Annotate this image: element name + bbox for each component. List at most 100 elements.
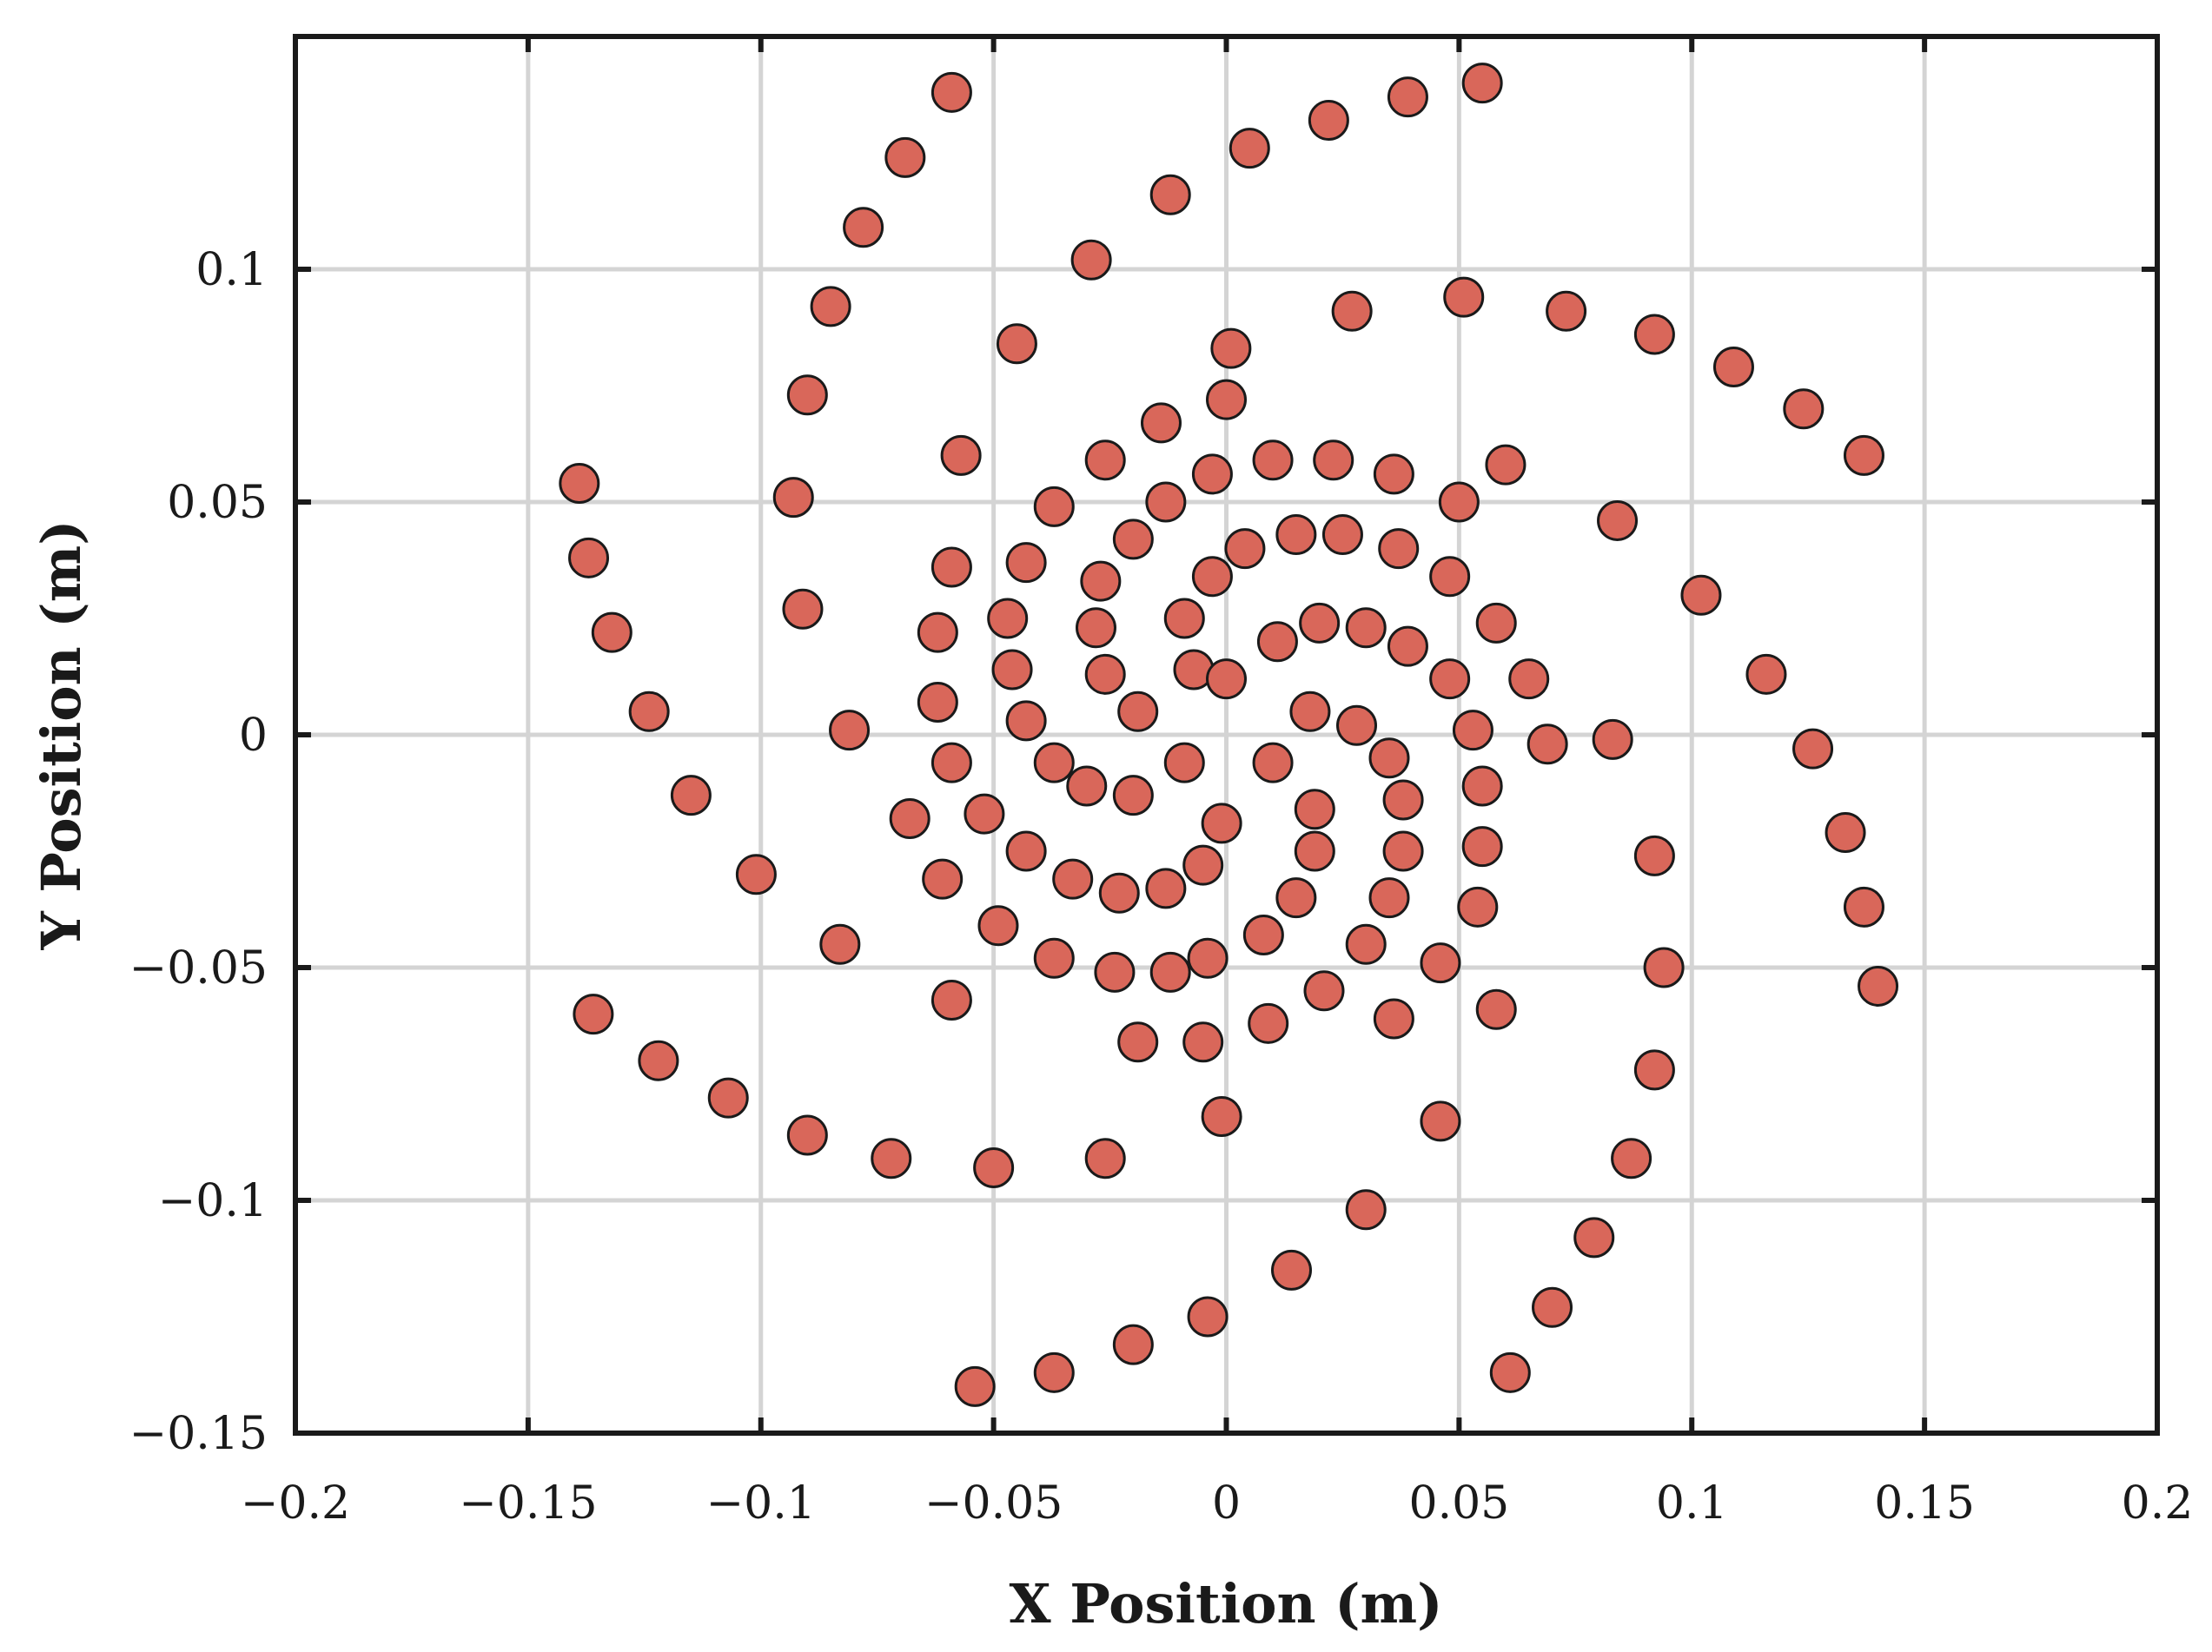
data-point xyxy=(1438,481,1480,523)
data-point xyxy=(559,463,600,505)
data-point xyxy=(1005,830,1047,872)
data-point xyxy=(917,681,958,723)
data-point xyxy=(786,374,828,416)
data-point xyxy=(1252,439,1294,481)
data-point xyxy=(1033,937,1075,979)
data-point xyxy=(1373,998,1414,1040)
data-point xyxy=(1294,789,1335,830)
data-point xyxy=(1163,598,1205,639)
x-tick-labels: −0.2 −0.15 −0.1 −0.05 0 0.05 0.1 0.15 0.2 xyxy=(241,1477,2193,1530)
data-point xyxy=(1532,1286,1573,1328)
data-point xyxy=(1527,724,1568,765)
data-point xyxy=(670,775,712,816)
data-point xyxy=(1387,76,1428,118)
data-point xyxy=(1206,658,1247,700)
data-point xyxy=(1461,63,1503,104)
data-point xyxy=(1117,1021,1159,1063)
data-point xyxy=(628,691,670,732)
data-point xyxy=(638,1040,679,1081)
data-point xyxy=(1224,528,1266,570)
x-tick-label: 0.05 xyxy=(1408,1477,1509,1530)
x-tick-label: −0.15 xyxy=(459,1477,597,1530)
data-point xyxy=(964,793,1005,835)
data-point xyxy=(1443,276,1485,318)
data-point xyxy=(1256,621,1298,663)
data-point xyxy=(1201,803,1242,844)
data-point xyxy=(1182,844,1224,886)
y-tick-label: −0.1 xyxy=(158,1175,268,1227)
data-point xyxy=(1112,1324,1154,1365)
data-point xyxy=(1005,542,1047,584)
data-point xyxy=(1206,379,1247,420)
data-point xyxy=(1825,812,1866,854)
data-point xyxy=(1242,914,1284,955)
data-point xyxy=(1420,1100,1461,1142)
data-point xyxy=(1475,602,1517,644)
data-point xyxy=(1573,1217,1615,1259)
x-tick-label: 0.15 xyxy=(1874,1477,1975,1530)
data-point xyxy=(843,207,884,248)
data-point xyxy=(871,1138,912,1180)
x-tick-label: 0 xyxy=(1212,1477,1241,1530)
data-point xyxy=(1680,574,1722,616)
data-point xyxy=(1368,737,1410,779)
data-point xyxy=(930,71,972,113)
data-point xyxy=(884,136,926,178)
grid-lines xyxy=(295,36,2157,1433)
y-tick-label: 0.05 xyxy=(167,477,268,529)
data-point xyxy=(1313,439,1354,481)
data-point xyxy=(1429,556,1471,598)
data-point xyxy=(1308,99,1349,141)
data-points xyxy=(559,63,1899,1407)
data-point xyxy=(1597,499,1639,541)
data-point xyxy=(917,611,958,653)
data-point xyxy=(1368,877,1410,919)
data-point xyxy=(1145,868,1187,909)
data-point xyxy=(922,858,964,900)
data-point xyxy=(930,742,972,783)
data-point xyxy=(1112,775,1154,816)
data-point xyxy=(819,923,861,965)
data-point xyxy=(1248,1002,1289,1044)
data-point xyxy=(1843,886,1884,928)
data-point xyxy=(1252,742,1294,783)
data-point xyxy=(1084,439,1126,481)
data-point xyxy=(810,286,851,327)
data-point xyxy=(1191,453,1233,495)
data-point xyxy=(1452,710,1493,751)
data-point xyxy=(1783,388,1825,430)
data-point xyxy=(1345,607,1387,649)
data-point xyxy=(1033,486,1075,527)
data-point xyxy=(930,546,972,588)
data-point xyxy=(591,611,632,653)
data-point xyxy=(1429,658,1471,700)
data-point xyxy=(1163,742,1205,783)
data-point xyxy=(568,537,610,578)
data-point xyxy=(1275,877,1317,919)
data-point xyxy=(1066,765,1108,807)
data-point xyxy=(1843,434,1884,476)
data-point xyxy=(1070,239,1112,281)
data-point xyxy=(1033,1351,1075,1393)
data-point xyxy=(1345,1189,1387,1231)
data-point xyxy=(1321,514,1363,556)
data-point xyxy=(1140,402,1182,444)
x-tick-label: 0.1 xyxy=(1656,1477,1728,1530)
data-point xyxy=(1378,528,1420,570)
data-point xyxy=(1546,290,1587,332)
data-point xyxy=(1633,835,1675,876)
data-point xyxy=(996,323,1037,365)
data-point xyxy=(1289,691,1331,732)
data-point xyxy=(1033,742,1075,783)
data-point xyxy=(1420,942,1461,984)
data-point xyxy=(1145,481,1187,523)
data-point xyxy=(1611,1138,1652,1180)
data-point xyxy=(1457,886,1499,928)
data-point xyxy=(1275,514,1317,556)
x-tick-label: −0.2 xyxy=(241,1477,350,1530)
data-point xyxy=(1489,1351,1531,1393)
data-point xyxy=(1052,858,1094,900)
y-tick-label: −0.05 xyxy=(129,942,268,995)
data-point xyxy=(1382,779,1424,821)
